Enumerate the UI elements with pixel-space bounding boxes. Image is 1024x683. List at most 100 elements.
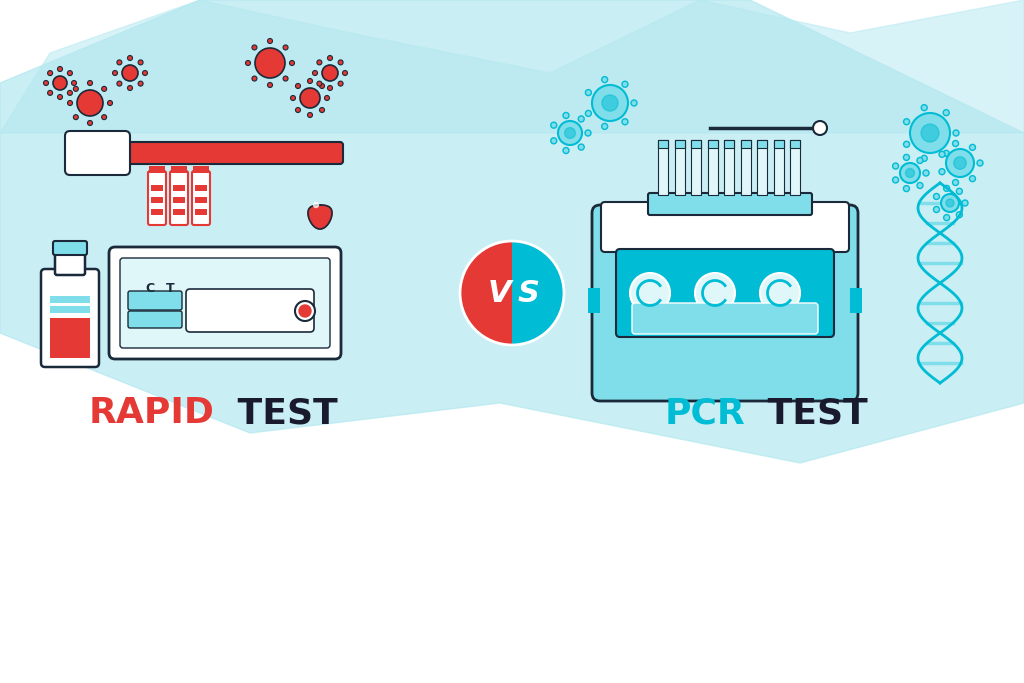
- Circle shape: [128, 85, 132, 91]
- FancyBboxPatch shape: [117, 142, 343, 164]
- Bar: [708, 140, 718, 148]
- Circle shape: [319, 107, 325, 113]
- Circle shape: [944, 214, 949, 221]
- Circle shape: [622, 81, 628, 87]
- Circle shape: [68, 90, 73, 96]
- Circle shape: [923, 170, 929, 176]
- Bar: [691, 140, 701, 148]
- Circle shape: [916, 182, 923, 189]
- Circle shape: [117, 81, 122, 86]
- Circle shape: [813, 121, 827, 135]
- Circle shape: [252, 45, 257, 50]
- Bar: [740, 140, 751, 195]
- Bar: [724, 140, 734, 148]
- Circle shape: [934, 206, 939, 212]
- Circle shape: [316, 60, 322, 65]
- FancyBboxPatch shape: [53, 241, 87, 255]
- Circle shape: [921, 124, 939, 142]
- Bar: [675, 140, 684, 195]
- Circle shape: [943, 110, 949, 115]
- Circle shape: [74, 115, 79, 120]
- Circle shape: [695, 273, 735, 313]
- Bar: [588, 288, 600, 313]
- Circle shape: [47, 90, 52, 96]
- Circle shape: [43, 81, 48, 85]
- Circle shape: [563, 148, 569, 154]
- Bar: [790, 140, 800, 195]
- Circle shape: [977, 160, 983, 166]
- FancyBboxPatch shape: [648, 193, 812, 215]
- Bar: [171, 166, 187, 173]
- Circle shape: [903, 186, 909, 192]
- Circle shape: [585, 130, 591, 136]
- Circle shape: [622, 119, 628, 125]
- Circle shape: [328, 55, 333, 61]
- Bar: [50, 306, 90, 313]
- Bar: [173, 197, 185, 203]
- Circle shape: [338, 60, 343, 65]
- Circle shape: [953, 130, 959, 136]
- Circle shape: [586, 89, 592, 96]
- Circle shape: [267, 38, 272, 44]
- Bar: [740, 140, 751, 148]
- Circle shape: [900, 163, 920, 183]
- Circle shape: [922, 104, 927, 111]
- FancyBboxPatch shape: [109, 247, 341, 359]
- Bar: [195, 185, 207, 191]
- Circle shape: [307, 113, 312, 117]
- Circle shape: [592, 85, 628, 121]
- Polygon shape: [0, 0, 1024, 463]
- FancyBboxPatch shape: [128, 311, 182, 328]
- Circle shape: [122, 65, 138, 81]
- Circle shape: [602, 95, 618, 111]
- Circle shape: [941, 194, 959, 212]
- Bar: [691, 140, 701, 195]
- Circle shape: [255, 48, 285, 78]
- FancyBboxPatch shape: [55, 249, 85, 275]
- Circle shape: [296, 83, 300, 89]
- Bar: [658, 140, 668, 148]
- Bar: [151, 197, 163, 203]
- Bar: [151, 185, 163, 191]
- Circle shape: [267, 83, 272, 87]
- Circle shape: [322, 65, 338, 81]
- Circle shape: [87, 81, 92, 85]
- Circle shape: [307, 79, 312, 83]
- Circle shape: [316, 81, 322, 86]
- Circle shape: [558, 121, 582, 145]
- Bar: [50, 296, 90, 303]
- Circle shape: [283, 45, 288, 50]
- Circle shape: [74, 86, 79, 92]
- Circle shape: [602, 76, 607, 83]
- FancyBboxPatch shape: [148, 171, 166, 225]
- Circle shape: [916, 158, 923, 163]
- Circle shape: [970, 176, 976, 182]
- Circle shape: [953, 156, 967, 169]
- Circle shape: [87, 120, 92, 126]
- Circle shape: [252, 76, 257, 81]
- Circle shape: [291, 96, 296, 100]
- Circle shape: [47, 70, 52, 76]
- Circle shape: [586, 111, 592, 116]
- FancyBboxPatch shape: [65, 131, 130, 175]
- Bar: [773, 140, 783, 148]
- Text: PCR: PCR: [665, 396, 745, 430]
- Bar: [151, 209, 163, 215]
- Wedge shape: [460, 241, 512, 345]
- Circle shape: [68, 100, 73, 105]
- Circle shape: [325, 96, 330, 100]
- FancyBboxPatch shape: [170, 171, 188, 225]
- Circle shape: [934, 193, 939, 199]
- Circle shape: [944, 185, 949, 191]
- Circle shape: [579, 116, 585, 122]
- Circle shape: [602, 124, 607, 129]
- Bar: [50, 318, 90, 358]
- Text: TEST: TEST: [225, 396, 338, 430]
- Text: V: V: [487, 279, 511, 307]
- Circle shape: [564, 128, 575, 139]
- Circle shape: [313, 202, 318, 208]
- Bar: [757, 140, 767, 195]
- Circle shape: [338, 81, 343, 86]
- FancyBboxPatch shape: [632, 303, 818, 334]
- Circle shape: [283, 76, 288, 81]
